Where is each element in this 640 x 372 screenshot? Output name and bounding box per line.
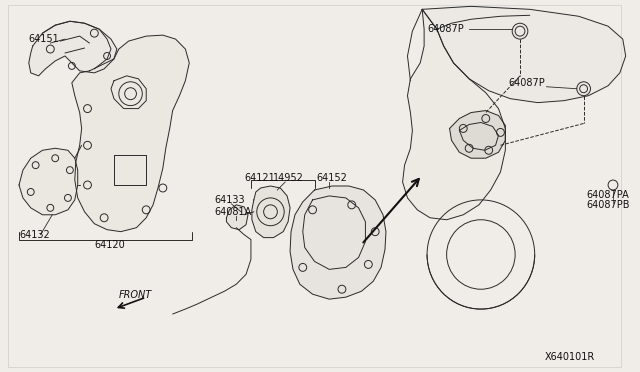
Text: 14952: 14952 xyxy=(273,173,304,183)
Text: 64081A: 64081A xyxy=(214,207,252,217)
Polygon shape xyxy=(422,6,626,103)
Text: 64120: 64120 xyxy=(94,240,125,250)
Text: 64087P: 64087P xyxy=(508,78,545,88)
Polygon shape xyxy=(72,35,189,232)
Polygon shape xyxy=(449,110,506,158)
Text: 64087PA: 64087PA xyxy=(587,190,629,200)
Polygon shape xyxy=(252,186,290,238)
Text: 64152: 64152 xyxy=(317,173,348,183)
Text: 64151: 64151 xyxy=(29,34,60,44)
Polygon shape xyxy=(29,21,117,76)
Text: X640101R: X640101R xyxy=(545,352,595,362)
Text: 64121: 64121 xyxy=(244,173,275,183)
Text: 64132: 64132 xyxy=(19,230,50,240)
Polygon shape xyxy=(19,148,77,215)
Text: 64087P: 64087P xyxy=(427,24,464,34)
Text: 64133: 64133 xyxy=(214,195,245,205)
Text: 64087PB: 64087PB xyxy=(587,200,630,210)
Polygon shape xyxy=(403,9,506,220)
Polygon shape xyxy=(290,186,386,299)
Text: FRONT: FRONT xyxy=(119,290,152,300)
Polygon shape xyxy=(227,205,248,230)
